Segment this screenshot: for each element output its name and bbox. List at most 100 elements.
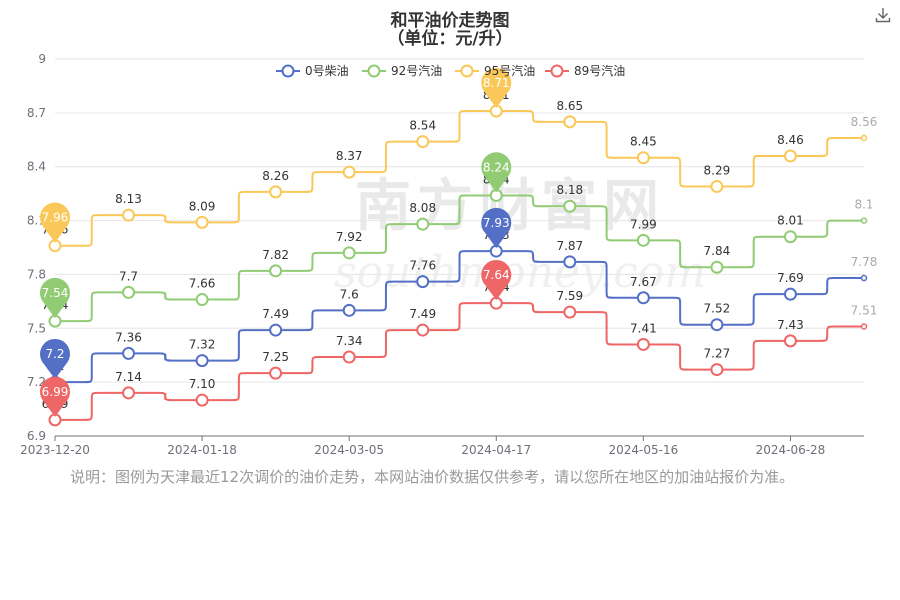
data-label: 8.45 (630, 135, 657, 149)
chart-title: 和平油价走势图 (390, 11, 510, 31)
data-label: 7.25 (262, 350, 289, 364)
series-line (55, 250, 864, 384)
data-label: 7.69 (777, 271, 804, 285)
pin-marker: 7.93 (481, 207, 512, 249)
data-label: 8.13 (115, 192, 142, 206)
pin-shape (40, 376, 70, 417)
download-icon[interactable] (874, 6, 892, 24)
pin-label: 7.2 (45, 347, 64, 361)
data-point (783, 287, 797, 301)
data-point (563, 115, 577, 129)
data-label: 8.1 (854, 198, 873, 212)
data-point (416, 135, 430, 149)
data-label: 8.46 (777, 133, 804, 147)
legend-marker (550, 64, 564, 78)
data-label: 8.01 (777, 214, 804, 228)
data-point (195, 354, 209, 368)
data-point (710, 260, 724, 274)
series-line (55, 110, 864, 247)
data-point (195, 215, 209, 229)
y-tick-label: 7.8 (27, 267, 46, 281)
data-label: 7.49 (262, 307, 289, 321)
legend-marker (367, 64, 381, 78)
data-label: 8.65 (556, 99, 583, 113)
pin-label: 7.96 (42, 211, 69, 225)
pin-shape (40, 338, 70, 380)
y-tick-label: 6.9 (27, 429, 46, 443)
data-label: 8.29 (704, 163, 731, 177)
x-tick-label: 2024-01-18 (167, 443, 237, 457)
legend-label: 89号汽油 (574, 63, 625, 78)
data-label: 7.92 (336, 230, 363, 244)
data-label: 8.09 (189, 199, 216, 213)
data-label: 7.34 (336, 334, 363, 348)
pin-label: 8.71 (483, 76, 510, 90)
data-point (563, 305, 577, 319)
series-line (55, 302, 864, 421)
data-label: 7.82 (262, 248, 289, 262)
legend[interactable]: 0号柴油 92号汽油 95号汽油 89号汽油 (276, 63, 625, 78)
data-point (342, 246, 356, 260)
data-point (636, 291, 650, 305)
data-label: 8.37 (336, 149, 363, 163)
y-tick-label: 8.4 (27, 160, 46, 174)
data-label: 7.87 (556, 239, 583, 253)
data-point (195, 393, 209, 407)
data-point (269, 264, 283, 278)
data-point (122, 285, 136, 299)
data-label: 7.14 (115, 370, 142, 384)
data-label: 7.6 (340, 287, 359, 301)
data-label: 7.43 (777, 318, 804, 332)
data-point (122, 386, 136, 400)
pin-marker: 6.99 (40, 376, 70, 417)
legend-item[interactable]: 95号汽油 (455, 63, 535, 78)
pin-marker: 8.24 (481, 152, 512, 193)
legend-item[interactable]: 89号汽油 (545, 63, 625, 78)
pin-shape (481, 207, 512, 249)
data-point (860, 217, 868, 224)
legend-item[interactable]: 0号柴油 (276, 64, 349, 78)
pin-shape (481, 67, 512, 109)
data-label: 8.56 (851, 115, 878, 129)
data-point (269, 185, 283, 199)
legend-marker (460, 64, 474, 78)
data-label: 7.10 (189, 377, 216, 391)
data-points (48, 104, 868, 427)
data-label: 7.76 (409, 259, 436, 273)
data-label: 7.84 (704, 244, 731, 258)
data-point (342, 165, 356, 179)
pin-label: 6.99 (42, 385, 69, 399)
data-label: 8.26 (262, 169, 289, 183)
data-label: 7.51 (851, 303, 878, 317)
data-point (783, 230, 797, 244)
series-line (55, 194, 864, 323)
data-label: 7.66 (189, 277, 216, 291)
watermark-latin: southmoney.com (334, 247, 706, 298)
pin-shape (40, 202, 70, 243)
data-point (710, 179, 724, 193)
x-tick-label: 2024-05-16 (608, 443, 678, 457)
chart-note: 说明：图例为天津最近12次调价的油价走势，本网站油价数据仅供参考，请以您所在地区… (70, 468, 795, 486)
pin-marker: 7.96 (40, 202, 70, 243)
data-point (342, 303, 356, 317)
data-point (342, 350, 356, 364)
watermark-text: 南方财富网 (355, 174, 665, 239)
legend-item[interactable]: 92号汽油 (362, 63, 442, 78)
pin-marker: 7.64 (481, 259, 512, 301)
data-label: 7.41 (630, 321, 657, 335)
data-label: 8.08 (409, 201, 436, 215)
data-point (563, 255, 577, 269)
data-label: 7.59 (556, 289, 583, 303)
data-point (860, 274, 868, 282)
data-label: 7.27 (704, 347, 731, 361)
data-point (860, 134, 868, 142)
pin-marker: 7.54 (40, 277, 70, 319)
data-point (636, 337, 650, 351)
x-tick-label: 2024-04-17 (461, 443, 531, 457)
pin-shape (481, 259, 512, 301)
data-point (636, 233, 650, 247)
data-point (195, 293, 209, 307)
pin-marker: 8.71 (481, 67, 512, 109)
data-point (269, 366, 283, 380)
